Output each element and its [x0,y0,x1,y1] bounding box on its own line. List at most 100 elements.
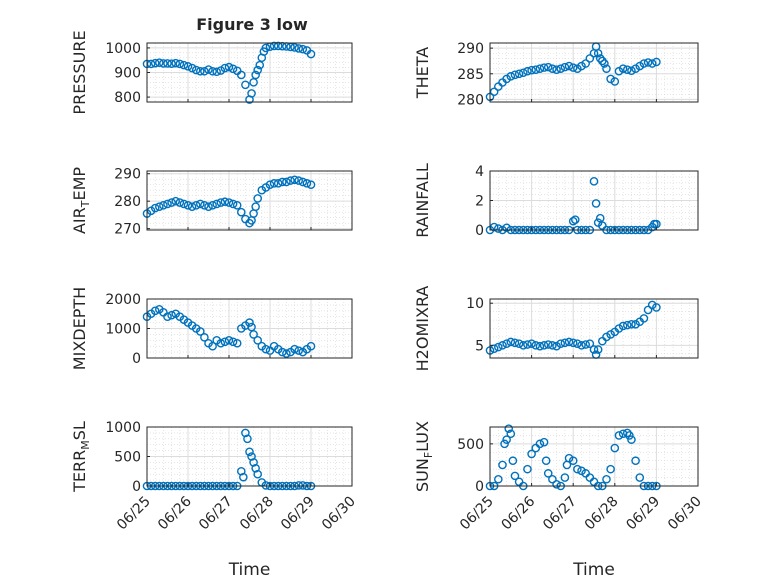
data-point [489,344,499,354]
data-point [600,59,609,68]
data-point [298,44,308,54]
data-point [560,473,570,482]
data-point [593,48,603,58]
data-point [610,443,620,453]
data-point [602,474,611,484]
data-point [294,481,304,490]
data-point [552,65,561,74]
data-point [290,43,299,52]
data-point [639,59,649,68]
data-point [269,179,279,188]
data-point [249,330,258,339]
y-tick-label: 0 [475,223,484,239]
data-point [593,345,603,354]
data-point [228,199,238,209]
data-point [277,177,287,187]
y-axis-label: THETA [413,47,432,99]
y-axis-label: TERRMSL [70,421,92,493]
data-point [568,338,578,348]
data-point [502,339,511,348]
data-point [167,198,176,207]
data-point [191,201,201,210]
data-point [220,337,230,347]
data-point [195,327,205,336]
data-point [163,199,172,209]
data-point [306,341,316,351]
data-point [171,58,180,68]
data-point [282,177,291,187]
data-point [508,456,518,466]
data-point [535,439,545,449]
data-point [595,54,605,63]
y-axis-label: SUNFLUX [413,421,435,492]
y-tick-label: 800 [114,90,141,106]
plot-area [490,43,698,102]
y-axis-label: AIRTEMP [70,167,92,234]
x-tick-label: 06/26 [499,493,539,533]
x-tick-label: 06/25 [114,494,154,534]
data-point [220,197,230,207]
data-point [306,49,316,59]
data-point [216,338,226,348]
data-point [298,481,308,490]
data-point [150,58,160,68]
x-tick-label: 06/26 [155,493,195,533]
data-point [556,339,566,348]
data-point [652,303,661,312]
data-point [236,70,246,80]
data-point [175,59,185,69]
data-point [535,64,545,73]
data-point [577,341,586,350]
data-point [618,321,628,331]
data-point [302,179,312,188]
data-point [589,177,599,186]
x-tick-label: 06/28 [237,494,277,534]
data-point [243,434,252,444]
data-point [489,87,499,97]
data-point [552,480,561,489]
data-point [253,65,263,75]
data-point [627,66,636,76]
data-point [635,473,645,482]
data-point [224,198,234,207]
y-tick-label: 0 [132,351,141,367]
data-point [277,347,287,357]
data-point [208,341,217,351]
y-tick-label: 2 [475,194,484,210]
data-point [527,65,536,75]
data-point [294,346,304,355]
data-point [531,65,541,74]
data-point [154,202,164,211]
data-point [625,431,634,440]
data-point [652,57,661,67]
data-point [595,213,605,223]
data-point [489,222,499,232]
data-point [159,201,168,210]
data-point [150,203,160,213]
data-point [290,344,299,354]
data-point [548,341,557,350]
data-point [245,447,254,457]
data-point [175,198,185,207]
data-point [535,341,545,351]
data-point [154,58,164,67]
data-point [195,199,205,209]
data-point [261,344,271,354]
data-point [541,456,551,466]
axes-box [146,170,353,231]
data-point [539,63,549,72]
data-point [639,314,649,323]
data-point [253,335,263,345]
data-point [543,62,553,72]
data-point [179,199,189,209]
x-axis-label: Time [228,560,271,580]
subplot-h2omixra: 5 10 H2OMIXRA [413,286,699,371]
x-axis-label: Time [572,560,615,580]
y-tick-label: 290 [114,167,141,183]
data-point [548,474,557,484]
data-point [290,175,299,185]
y-tick-label: 1000 [105,322,141,338]
data-point [573,464,582,474]
data-point [502,223,511,233]
data-point [232,338,242,348]
